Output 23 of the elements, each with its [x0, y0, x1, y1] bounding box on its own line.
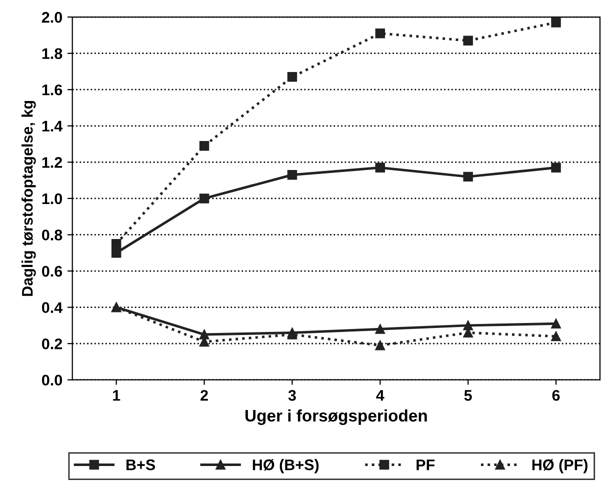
legend-label: HØ (PF) — [532, 459, 588, 474]
x-tick-label: 4 — [376, 390, 384, 401]
x-tick-label: 2 — [200, 390, 208, 401]
y-tick-label: 0.0 — [42, 374, 62, 386]
y-tick-label: 1.0 — [42, 193, 62, 204]
y-tick-label: 1.6 — [42, 84, 62, 96]
y-tick-label: 0.6 — [42, 266, 62, 277]
x-axis-title: Uger i forsøgsperioden — [246, 409, 427, 425]
y-axis-title: Daglig tørstofoptagelse, kg — [22, 101, 36, 296]
x-tick-label: 6 — [552, 390, 560, 401]
y-tick-label: 1.8 — [42, 48, 62, 60]
x-tick-label: 3 — [288, 390, 296, 401]
legend-label: B+S — [126, 459, 156, 470]
y-tick-label: 0.8 — [42, 230, 62, 240]
y-tick-label: 2.0 — [42, 12, 62, 23]
y-tick-label: 0.4 — [42, 302, 63, 313]
y-tick-label: 1.4 — [42, 120, 63, 132]
x-tick-label: 5 — [464, 390, 472, 401]
legend-label: HØ (B+S) — [252, 459, 319, 474]
x-tick-label: 1 — [113, 390, 120, 401]
y-tick-label: 0.2 — [42, 338, 62, 350]
legend-label: PF — [416, 460, 435, 470]
y-tick-label: 1.2 — [42, 157, 62, 168]
